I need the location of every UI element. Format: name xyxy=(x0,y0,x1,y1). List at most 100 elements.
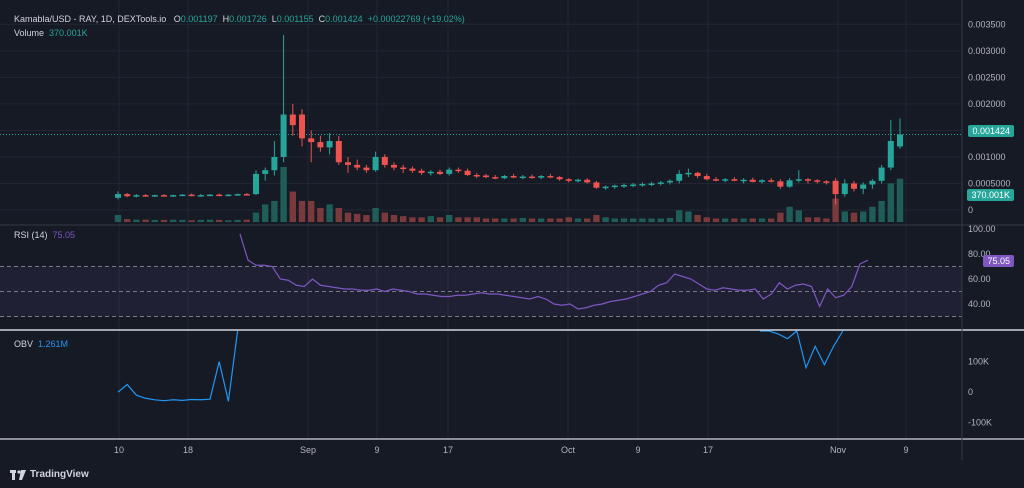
candle-body xyxy=(795,179,802,181)
candle-body xyxy=(289,114,296,126)
candle-body xyxy=(115,194,121,198)
high-value: 0.001726 xyxy=(229,14,267,24)
volume-bar xyxy=(179,219,186,222)
tradingview-icon xyxy=(10,469,26,480)
candle-body xyxy=(197,195,204,197)
volume-bar xyxy=(648,218,655,222)
time-tick-label: 17 xyxy=(443,445,453,455)
obv-panel: 100K 0 -100K xyxy=(117,329,992,428)
volume-bar xyxy=(225,220,232,222)
volume-bar xyxy=(887,183,894,222)
price-badge: 0.001424 xyxy=(968,125,1014,137)
candle-body xyxy=(841,183,848,195)
candle-body xyxy=(179,194,186,197)
tradingview-label: TradingView xyxy=(30,469,89,480)
rsi-line xyxy=(239,233,869,310)
volume-bar xyxy=(354,213,361,222)
candle-body xyxy=(538,176,545,178)
price-tick-label: 0.002000 xyxy=(968,99,1006,109)
candle-body xyxy=(869,180,876,185)
low-value: 0.001155 xyxy=(276,14,314,24)
volume-bar xyxy=(473,217,480,222)
open-value: 0.001197 xyxy=(180,14,218,24)
time-tick-label: 9 xyxy=(374,445,379,455)
volume-bar xyxy=(298,200,306,222)
volume-bar xyxy=(878,200,885,222)
obv-label: OBV xyxy=(14,339,34,349)
candle-body xyxy=(584,179,591,183)
time-tick-label: 18 xyxy=(183,445,193,455)
volume-bar xyxy=(243,219,250,222)
obv-line xyxy=(117,330,239,402)
volume-bar xyxy=(850,212,858,222)
candle-body xyxy=(749,179,756,182)
volume-bar xyxy=(758,218,766,222)
high-label: H xyxy=(222,14,230,24)
candle-body xyxy=(381,156,388,165)
candle-body xyxy=(492,177,499,179)
candle-body xyxy=(740,179,747,182)
volume-bar xyxy=(289,191,296,222)
rsi-tick-label: 40.00 xyxy=(968,299,991,309)
volume-bar xyxy=(602,217,609,222)
candle-body xyxy=(823,181,830,183)
volume-bar xyxy=(528,218,536,222)
volume-bar xyxy=(869,206,876,222)
candle-body xyxy=(161,195,167,197)
candle-body xyxy=(575,179,581,182)
volume-bar xyxy=(482,218,490,222)
candle-body xyxy=(234,194,241,196)
volume-bar xyxy=(510,218,517,222)
time-tick-label: 17 xyxy=(703,445,713,455)
candle-body xyxy=(151,195,158,197)
time-tick-label: Sep xyxy=(300,445,316,455)
volume-bar xyxy=(409,217,416,222)
candle-body xyxy=(253,173,259,195)
volume-bar xyxy=(823,218,830,222)
volume-bar xyxy=(519,217,526,222)
volume-bar xyxy=(308,200,315,222)
volume-bar xyxy=(317,207,324,222)
obv-legend: OBV 1.261M xyxy=(14,339,68,349)
volume-bar xyxy=(593,214,600,222)
candle-body xyxy=(805,179,811,181)
candle-body xyxy=(262,170,269,174)
symbol-title: Kamabla/USD - RAY, 1D, DEXTools.io xyxy=(14,14,167,24)
candle-body xyxy=(887,141,894,168)
rsi-badge: 75.05 xyxy=(983,255,1014,267)
candle-body xyxy=(372,156,379,171)
candle-body xyxy=(602,186,609,189)
time-tick-label: 10 xyxy=(114,445,124,455)
candle-body xyxy=(299,114,305,139)
obv-line-tail xyxy=(760,329,844,370)
volume-bar xyxy=(344,212,352,222)
candle-body xyxy=(124,194,131,197)
volume-bar xyxy=(114,214,122,222)
price-tick-label: 0.003000 xyxy=(968,46,1006,56)
low-label: L xyxy=(271,14,277,24)
candle-body xyxy=(759,180,765,182)
volume-bar xyxy=(372,207,379,222)
volume-bar xyxy=(381,212,388,222)
volume-bar xyxy=(565,217,572,222)
volume-bar xyxy=(814,217,821,222)
candle-body xyxy=(418,170,425,173)
candle-body xyxy=(455,169,462,172)
volume-bar xyxy=(556,218,563,222)
volume-bar xyxy=(795,210,802,222)
candle-body xyxy=(271,156,278,171)
volume-bar xyxy=(896,178,904,222)
candle-body xyxy=(400,167,407,170)
volume-bar xyxy=(436,217,444,222)
volume-bars xyxy=(114,167,904,222)
volume-bar xyxy=(133,219,140,222)
price-tick-label: 0.002500 xyxy=(968,72,1006,82)
candle-body xyxy=(593,182,600,188)
volume-bar xyxy=(151,219,158,222)
candle-body xyxy=(483,175,489,178)
tradingview-logo[interactable]: TradingView xyxy=(10,469,89,480)
time-tick-label: 9 xyxy=(635,445,640,455)
volume-bar xyxy=(584,218,591,222)
rsi-tick-label: 80.00 xyxy=(968,249,991,259)
